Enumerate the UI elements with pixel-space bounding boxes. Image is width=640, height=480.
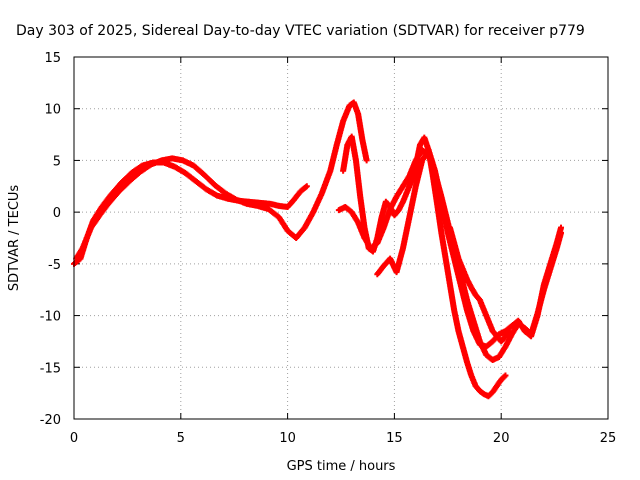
- x-tick-label: 25: [600, 431, 617, 446]
- chart-title: Day 303 of 2025, Sidereal Day-to-day VTE…: [16, 23, 585, 39]
- data-series: [446, 224, 513, 345]
- data-point: [303, 183, 310, 190]
- data-point: [558, 224, 565, 231]
- data-series: [335, 147, 565, 364]
- plot-frame: [73, 56, 609, 420]
- y-axis-label: SDTVAR / TECUs: [7, 185, 22, 292]
- x-tick-label: 15: [386, 431, 403, 446]
- y-tick-label: 5: [53, 154, 61, 169]
- data-markers: [71, 99, 565, 400]
- axis-ticks: 0 5 10 15 20 25 -20 -15 -10 -5 0 5 10 15: [40, 51, 617, 446]
- x-axis-label: GPS time / hours: [287, 459, 396, 474]
- y-tick-label: -10: [40, 310, 61, 325]
- data-point: [502, 372, 509, 379]
- data-series: [374, 147, 565, 350]
- y-tick-label: -15: [40, 361, 61, 376]
- y-tick-label: -20: [40, 413, 61, 428]
- x-tick-label: 0: [70, 431, 78, 446]
- y-tick-label: 15: [44, 51, 61, 66]
- data-series: [340, 133, 509, 400]
- x-tick-label: 10: [279, 431, 296, 446]
- data-point: [506, 328, 513, 335]
- x-tick-label: 5: [177, 431, 185, 446]
- y-tick-label: -5: [48, 258, 61, 273]
- data-point: [363, 157, 370, 164]
- data-series: [73, 99, 370, 262]
- grid-lines: [74, 57, 608, 419]
- x-tick-label: 20: [493, 431, 510, 446]
- y-tick-label: 10: [44, 103, 61, 118]
- y-tick-label: 0: [53, 206, 61, 221]
